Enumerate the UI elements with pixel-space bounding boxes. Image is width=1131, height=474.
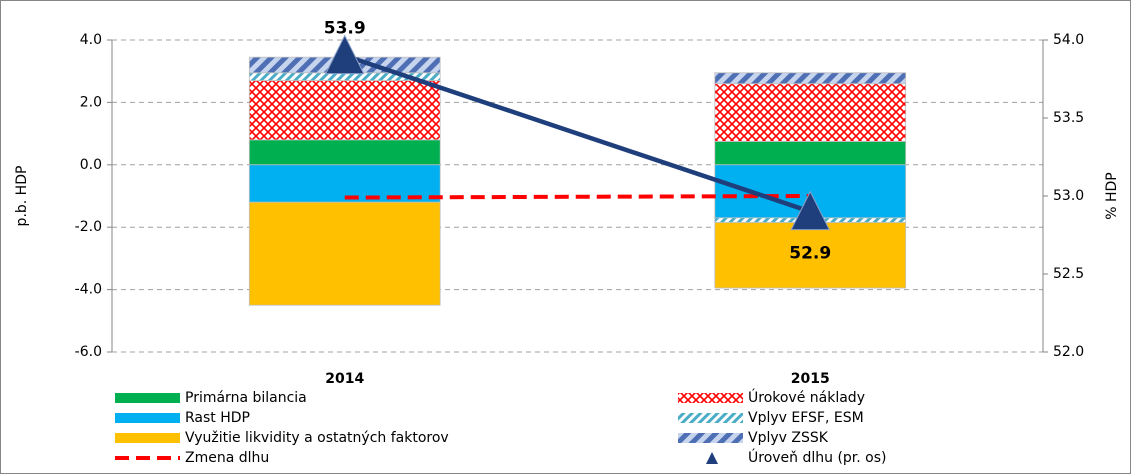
bar-segment (714, 72, 907, 85)
y-tick-label: -2.0 (75, 219, 102, 235)
y-axis-label: p.b. HDP (14, 166, 30, 227)
bar-segment (714, 140, 907, 166)
legend-label: Zmena dlhu (185, 450, 269, 466)
marker (790, 190, 831, 231)
y-tick-label: -4.0 (75, 282, 102, 298)
y-tick-label: 2.0 (80, 94, 102, 110)
legend-swatch (115, 433, 180, 443)
y2-tick-label: 54.0 (1053, 32, 1084, 48)
y-tick-label: 4.0 (80, 32, 102, 48)
legend-label: Úrokové náklady (748, 388, 865, 406)
bar-segment (248, 80, 441, 141)
legend-swatch (678, 393, 743, 403)
data-label: 52.9 (789, 244, 831, 264)
y2-tick-label: 53.5 (1053, 110, 1084, 126)
y2-tick-label: 53.0 (1053, 188, 1084, 204)
bar-segment (248, 201, 441, 306)
legend-swatch (678, 413, 743, 423)
legend-swatch (115, 393, 180, 403)
y2-tick-label: 52.5 (1053, 266, 1084, 282)
legend-label: Rast HDP (185, 410, 250, 426)
line (344, 53, 811, 214)
data-label: 53.9 (324, 19, 366, 39)
y-tick-label: -6.0 (75, 344, 102, 360)
legend-label: Primárna bilancia (185, 390, 307, 406)
bar-segment (248, 139, 441, 166)
y2-axis-label: % HDP (1104, 172, 1120, 220)
marker (324, 34, 365, 75)
legend-label: Vplyv EFSF, ESM (748, 410, 864, 426)
bar-segment (714, 83, 907, 142)
y-tick-label: 0.0 (80, 157, 102, 173)
x-tick-label: 2014 (325, 371, 364, 387)
legend-swatch (115, 413, 180, 423)
bar-segment (714, 222, 907, 289)
legend-swatch (706, 452, 718, 464)
legend-label: Využitie likvidity a ostatných faktorov (185, 430, 449, 446)
y2-tick-label: 52.0 (1053, 344, 1084, 360)
legend-label: Vplyv ZSSK (748, 430, 829, 446)
legend-swatch (678, 433, 743, 443)
legend-label: Úroveň dlhu (pr. os) (748, 448, 887, 466)
line (344, 194, 811, 200)
x-tick-label: 2015 (791, 371, 830, 387)
